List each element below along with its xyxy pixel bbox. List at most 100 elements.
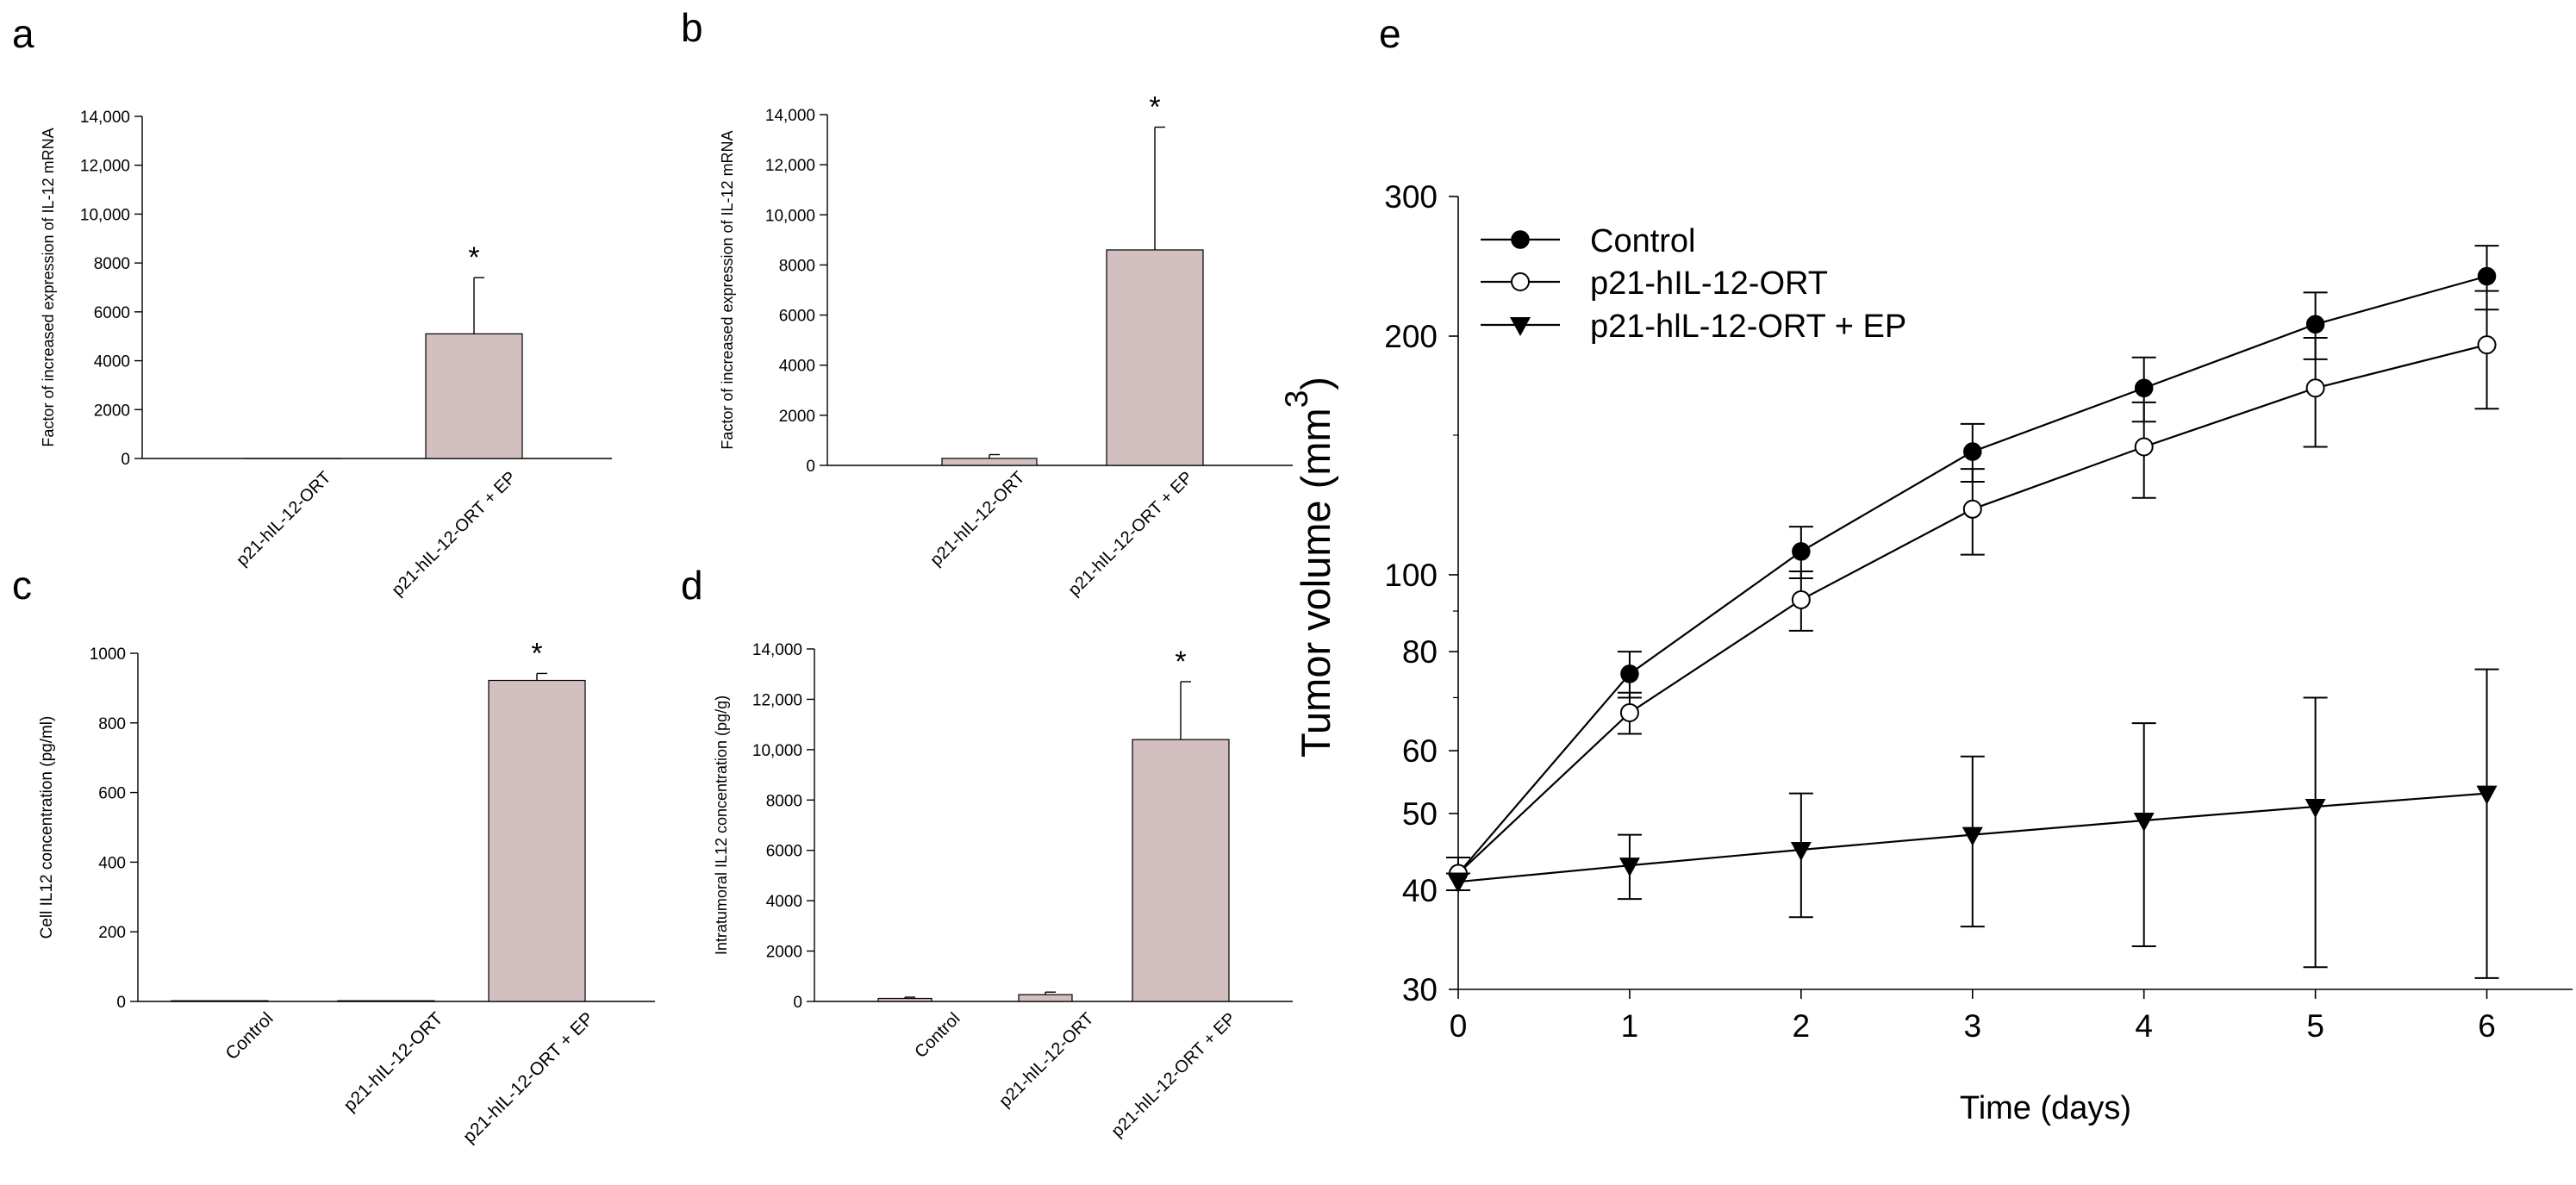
- bar: [1018, 994, 1073, 1002]
- y-tick-label: 10,000: [80, 206, 130, 224]
- panel-a: a 0 2000 4000 6000 8000 10,000 12,000 14,000 Fact…: [12, 11, 612, 600]
- y-tick-label: 14,000: [752, 641, 802, 659]
- y-axis-label: Factor of increased expression of IL-12 …: [40, 128, 57, 446]
- y-axis-label: Tumor volume (mm3): [1279, 377, 1338, 758]
- y-axis-label-main: Tumor volume (mm: [1293, 408, 1338, 758]
- y-tick-label: 8000: [766, 792, 802, 810]
- significance-mark: *: [1175, 646, 1186, 678]
- panel-label: b: [681, 5, 703, 50]
- panel-label: d: [681, 563, 703, 608]
- series-1: [1446, 290, 2499, 892]
- data-point: [2476, 785, 2498, 805]
- panel-e: e 30 40 50 60 80 100 200 300 0 1 2 3 4 5 6 Time (days) Tu…: [1279, 11, 2573, 1126]
- y-tick-label: 200: [98, 924, 126, 942]
- y-tick-label: 60: [1402, 733, 1438, 769]
- y-tick-label: 40: [1402, 873, 1438, 908]
- y-tick-label: 800: [98, 715, 126, 733]
- y-tick-label: 6000: [779, 308, 815, 326]
- data-point: [2477, 335, 2497, 355]
- significance-mark: *: [1149, 91, 1160, 124]
- panel-b: b 0 2000 4000 6000 8000 10,000 12,000 14,000 Fact…: [681, 5, 1293, 600]
- y-tick-label: 0: [116, 994, 126, 1012]
- panel-label: c: [12, 563, 32, 608]
- x-axis-label: Time (days): [1960, 1090, 2131, 1126]
- x-tick-label: 0: [1450, 1008, 1468, 1044]
- panel-c: c 0 200 400 600 800 1000 Cell IL12 concentratio…: [12, 563, 655, 1147]
- data-point: [1962, 499, 1982, 519]
- data-point: [1511, 272, 1530, 291]
- bar: [488, 679, 586, 1002]
- significance-mark: *: [468, 241, 479, 274]
- y-axis-label: Cell IL12 concentration (pg/ml): [38, 716, 56, 939]
- category-label: Control: [911, 1009, 964, 1062]
- y-tick-label: 2000: [779, 408, 815, 426]
- y-axis-label-suffix: ): [1293, 377, 1338, 390]
- y-tick-label: 30: [1402, 972, 1438, 1007]
- panel-d: d 0 2000 4000 6000 8000 10,000 12,000 14,000 Intr…: [681, 563, 1293, 1141]
- data-point: [1792, 542, 1811, 561]
- y-tick-label: 12,000: [80, 158, 130, 176]
- bar: [1106, 249, 1204, 466]
- y-tick-label: 6000: [94, 304, 130, 322]
- data-point: [2134, 437, 2154, 457]
- y-tick-label: 80: [1402, 634, 1438, 670]
- x-tick-label: 5: [2306, 1008, 2324, 1044]
- y-tick-label: 8000: [94, 255, 130, 273]
- significance-mark: *: [531, 637, 542, 670]
- data-point: [1511, 230, 1530, 249]
- y-tick-label: 50: [1402, 796, 1438, 832]
- data-point: [2305, 315, 2325, 334]
- y-tick-label: 10,000: [765, 207, 815, 225]
- y-tick-label: 14,000: [80, 109, 130, 127]
- panel-label: a: [12, 11, 34, 56]
- x-tick-label: 2: [1793, 1008, 1811, 1044]
- x-tick-label: 1: [1621, 1008, 1639, 1044]
- legend-label: p21-hIL-12-ORT: [1590, 265, 1828, 302]
- y-tick-label: 100: [1384, 558, 1438, 593]
- data-point: [2477, 266, 2497, 286]
- bar: [1132, 739, 1230, 1002]
- data-point: [1790, 841, 1812, 861]
- y-tick-label: 10,000: [752, 742, 802, 760]
- data-point: [1791, 589, 1811, 609]
- data-point: [1962, 826, 1983, 846]
- data-point: [1619, 858, 1640, 877]
- category-label: p21-hIL-12-ORT + EP: [1065, 468, 1197, 600]
- y-tick-label: 1000: [90, 646, 126, 664]
- panel-label: e: [1379, 11, 1401, 56]
- y-tick-label: 0: [793, 994, 802, 1012]
- y-axis-label: Intratumoral IL12 concentration (pg/g): [713, 695, 730, 955]
- data-point: [1620, 664, 1639, 683]
- y-tick-label: 0: [806, 458, 815, 476]
- y-tick-label: 12,000: [752, 691, 802, 709]
- data-point: [1963, 442, 1982, 461]
- y-tick-label: 300: [1384, 179, 1438, 215]
- bar: [877, 997, 932, 1002]
- data-point: [2305, 378, 2325, 398]
- y-tick-label: 2000: [94, 402, 130, 420]
- category-label: p21-hIL-12-ORT: [995, 1009, 1097, 1111]
- x-tick-label: 3: [1963, 1008, 1981, 1044]
- y-tick-label: 14,000: [765, 107, 815, 125]
- y-tick-label: 8000: [779, 257, 815, 275]
- category-label: p21-hIL-12-ORT + EP: [1108, 1009, 1240, 1141]
- x-tick-label: 6: [2478, 1008, 2496, 1044]
- y-tick-label: 2000: [766, 944, 802, 962]
- series-2: [1446, 668, 2499, 979]
- bar: [941, 458, 1038, 466]
- data-point: [1619, 702, 1639, 722]
- y-tick-label: 200: [1384, 319, 1438, 354]
- category-label: p21-hIL-12-ORT: [926, 468, 1028, 570]
- data-point: [2134, 378, 2154, 398]
- legend: Control p21-hIL-12-ORT p21-hlL-12-ORT + EP: [1481, 223, 1906, 345]
- y-axis-label: Factor of increased expression of IL-12 …: [719, 130, 736, 449]
- bar: [425, 333, 523, 459]
- x-tick-label: 4: [2135, 1008, 2153, 1044]
- category-label: p21-hIL-12-ORT + EP: [389, 468, 521, 600]
- legend-label: p21-hlL-12-ORT + EP: [1590, 309, 1906, 345]
- y-tick-label: 4000: [766, 893, 802, 911]
- y-tick-label: 6000: [766, 843, 802, 861]
- category-label: p21-hIL-12-ORT: [233, 468, 334, 570]
- data-point: [1448, 874, 1469, 894]
